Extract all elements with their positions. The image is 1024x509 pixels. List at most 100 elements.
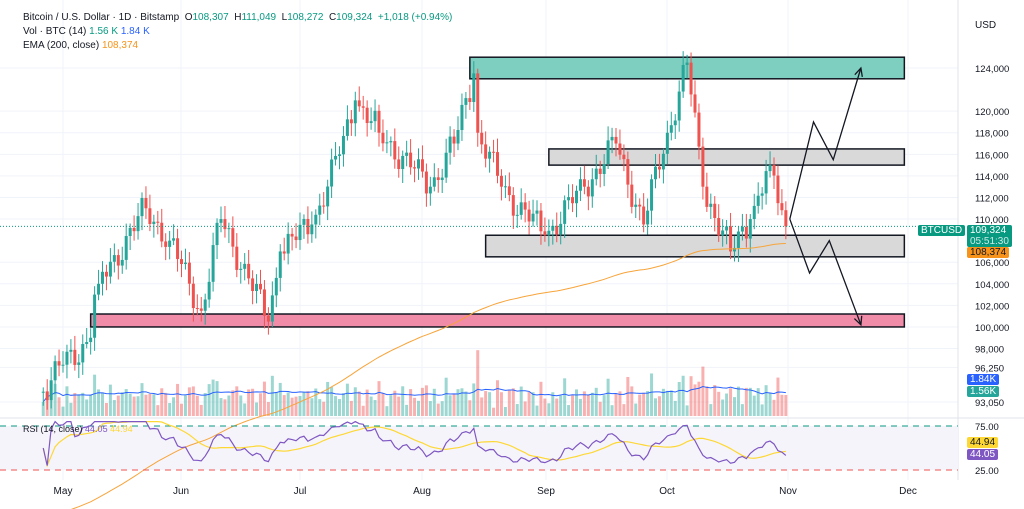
candle-body	[93, 294, 97, 338]
candle-body	[401, 155, 405, 170]
volume-bar	[385, 406, 389, 416]
candle-body	[341, 135, 345, 155]
candle-body	[81, 344, 85, 363]
candle-body	[776, 175, 780, 204]
volume-bar	[266, 402, 270, 416]
candle-body	[211, 245, 215, 282]
volume-bar	[752, 395, 756, 416]
candle-body	[693, 94, 697, 113]
volume-bar	[247, 389, 251, 416]
rsi-background	[0, 426, 958, 470]
volume-bar	[361, 405, 365, 416]
price-tick: 106,000	[975, 258, 1009, 269]
volume-bar	[420, 387, 424, 416]
candle-body	[53, 361, 57, 381]
volume-bar	[701, 366, 705, 416]
candle-body	[290, 233, 294, 237]
volume-bar	[547, 403, 551, 416]
volume-bar	[776, 377, 780, 416]
volume-bar	[365, 389, 369, 416]
candle-body	[69, 349, 73, 352]
volume-bar	[476, 350, 480, 416]
candle-body	[630, 184, 634, 207]
candle-body	[488, 151, 492, 159]
price-tick: 110,000	[975, 215, 1009, 226]
time-tick: Dec	[899, 486, 917, 497]
volume-bar	[338, 399, 341, 416]
volume-bar	[578, 398, 582, 416]
candle-body	[140, 197, 144, 217]
candle-body	[373, 110, 377, 122]
candle-body	[160, 222, 164, 242]
candle-body	[65, 351, 69, 365]
candle-body	[132, 227, 136, 232]
scenario-down-arrow	[789, 218, 862, 326]
symbol-title: Bitcoin / U.S. Dollar · 1D · Bitstamp	[23, 12, 180, 23]
volume-bar	[270, 375, 274, 416]
time-tick: Sep	[537, 486, 555, 497]
volume-bar	[330, 387, 334, 416]
candle-body	[551, 225, 555, 231]
candle-body	[120, 259, 124, 266]
candle-body	[428, 186, 432, 194]
candle-body	[452, 136, 456, 144]
candle-body	[484, 144, 488, 159]
price-tick: 98,000	[975, 345, 1004, 356]
volume-bar	[85, 399, 89, 416]
ema-label: EMA (200, close)	[23, 40, 100, 51]
price-tick: 114,000	[975, 172, 1009, 183]
candle-body	[752, 205, 756, 220]
rsi-line	[42, 420, 787, 466]
candle-body	[476, 73, 480, 133]
volume-bar	[302, 392, 306, 416]
volume-bar	[116, 395, 120, 416]
volume-bar	[531, 392, 535, 416]
volume-bar	[681, 375, 685, 416]
candle-body	[432, 177, 436, 187]
volume-bar	[432, 388, 436, 416]
candle-body	[654, 166, 657, 180]
volume-bar	[191, 386, 195, 416]
volume-bar	[725, 393, 729, 416]
candle-body	[104, 271, 108, 277]
candle-body	[326, 186, 330, 207]
volume-bar	[657, 396, 661, 416]
bar-countdown: 05:51:30	[970, 236, 1009, 247]
candle-body	[598, 168, 602, 174]
candle-body	[345, 119, 349, 136]
candle-body	[168, 240, 172, 247]
volume-bar	[456, 389, 460, 416]
volume-bar	[397, 396, 401, 416]
candle-body	[503, 186, 507, 188]
volume-ma-line	[42, 385, 786, 403]
zone-gray	[548, 148, 906, 166]
candle-body	[61, 364, 65, 366]
zone-gray	[484, 234, 906, 258]
candle-body	[255, 283, 259, 292]
candle-body	[231, 228, 235, 247]
candle-body	[784, 210, 788, 227]
volume-bar	[219, 398, 223, 416]
volume-bar	[152, 394, 156, 416]
symbol-legend: Bitcoin / U.S. Dollar · 1D · Bitstamp O1…	[23, 12, 453, 23]
candle-body	[349, 119, 353, 124]
volume-tag: 1.56K	[967, 386, 1000, 397]
volume-bar	[259, 393, 262, 416]
candle-body	[310, 224, 314, 235]
volume-bar	[61, 406, 65, 416]
candle-body	[124, 236, 128, 260]
candle-body	[294, 236, 298, 241]
volume-bar	[480, 397, 484, 416]
volume-bar	[499, 392, 503, 416]
price-tick: 100,000	[975, 323, 1009, 334]
candle-body	[657, 166, 661, 170]
volume-bar	[740, 404, 744, 416]
volume-bar	[428, 401, 432, 416]
candle-body	[420, 159, 424, 172]
candle-body	[602, 164, 606, 174]
candle-body	[409, 152, 413, 168]
arrowhead-icon	[854, 66, 863, 77]
time-tick: Oct	[659, 486, 675, 497]
volume-bar	[251, 388, 255, 416]
